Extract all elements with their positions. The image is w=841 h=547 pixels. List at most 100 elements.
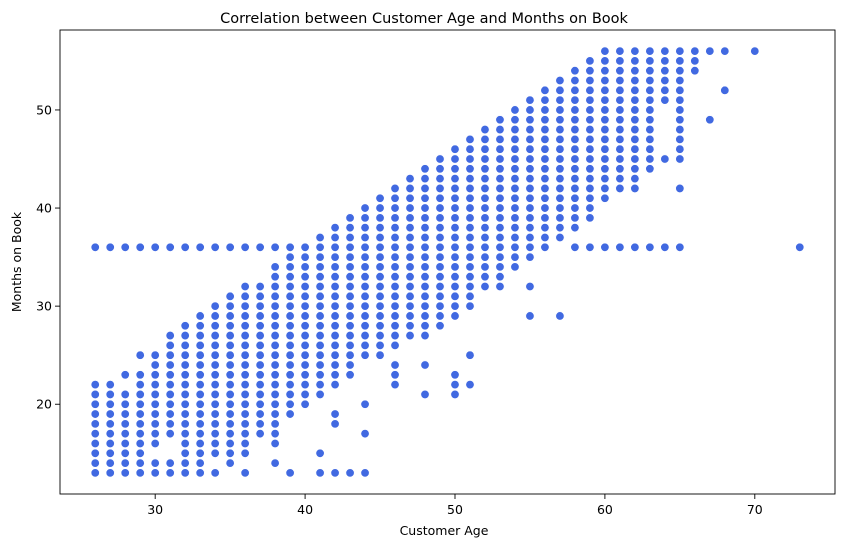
data-point — [270, 340, 280, 350]
data-point — [585, 115, 595, 125]
data-point — [600, 174, 610, 184]
data-point — [585, 76, 595, 86]
data-point — [195, 399, 205, 409]
data-point — [330, 370, 340, 380]
data-point — [585, 66, 595, 76]
data-point — [180, 468, 190, 478]
data-point — [435, 291, 445, 301]
data-point — [525, 252, 535, 262]
data-point — [330, 350, 340, 360]
data-point — [390, 242, 400, 252]
data-point — [255, 301, 265, 311]
data-point — [285, 242, 295, 252]
data-point — [210, 311, 220, 321]
data-point — [450, 370, 460, 380]
data-point — [90, 438, 100, 448]
data-point — [135, 458, 145, 468]
data-point — [330, 468, 340, 478]
data-point — [585, 174, 595, 184]
data-point — [420, 331, 430, 341]
data-point — [255, 331, 265, 341]
data-point — [555, 85, 565, 95]
data-point — [675, 154, 685, 164]
data-point — [480, 134, 490, 144]
data-point — [405, 203, 415, 213]
data-point — [345, 311, 355, 321]
data-point — [330, 360, 340, 370]
data-point — [420, 232, 430, 242]
data-point — [135, 350, 145, 360]
data-point — [615, 56, 625, 66]
data-point — [240, 389, 250, 399]
data-point — [210, 242, 220, 252]
data-point — [210, 380, 220, 390]
data-point — [570, 213, 580, 223]
data-point — [555, 232, 565, 242]
data-point — [465, 282, 475, 292]
data-point — [210, 301, 220, 311]
data-point — [465, 350, 475, 360]
data-point — [420, 174, 430, 184]
data-point — [375, 272, 385, 282]
data-point — [345, 370, 355, 380]
data-point — [450, 272, 460, 282]
data-point — [450, 174, 460, 184]
data-point — [420, 282, 430, 292]
data-point — [420, 164, 430, 174]
data-point — [480, 183, 490, 193]
data-point — [450, 301, 460, 311]
data-point — [600, 66, 610, 76]
data-point — [315, 350, 325, 360]
data-point — [195, 321, 205, 331]
data-point — [600, 56, 610, 66]
data-point — [600, 115, 610, 125]
data-point — [435, 164, 445, 174]
data-point — [690, 46, 700, 56]
data-point — [255, 311, 265, 321]
data-point — [285, 272, 295, 282]
data-point — [465, 262, 475, 272]
data-point — [315, 331, 325, 341]
data-point — [525, 193, 535, 203]
data-point — [645, 85, 655, 95]
data-point — [105, 399, 115, 409]
data-point — [570, 183, 580, 193]
data-point — [255, 409, 265, 419]
data-point — [405, 232, 415, 242]
data-point — [285, 399, 295, 409]
data-point — [210, 419, 220, 429]
data-point — [330, 223, 340, 233]
data-point — [270, 438, 280, 448]
data-point — [495, 282, 505, 292]
data-point — [345, 242, 355, 252]
data-point — [285, 468, 295, 478]
data-point — [360, 350, 370, 360]
points-layer — [90, 46, 805, 478]
data-point — [390, 203, 400, 213]
data-point — [510, 105, 520, 115]
data-point — [315, 301, 325, 311]
data-point — [360, 429, 370, 439]
data-point — [270, 331, 280, 341]
data-point — [180, 331, 190, 341]
data-point — [90, 399, 100, 409]
data-point — [645, 144, 655, 154]
data-point — [300, 370, 310, 380]
data-point — [450, 144, 460, 154]
data-point — [555, 174, 565, 184]
data-point — [90, 458, 100, 468]
data-point — [240, 350, 250, 360]
data-point — [570, 85, 580, 95]
data-point — [150, 429, 160, 439]
data-point — [270, 291, 280, 301]
data-point — [285, 409, 295, 419]
data-point — [615, 164, 625, 174]
x-axis-label: Customer Age — [400, 523, 489, 538]
data-point — [495, 125, 505, 135]
data-point — [165, 389, 175, 399]
data-point — [420, 242, 430, 252]
chart-title: Correlation between Customer Age and Mon… — [220, 11, 628, 27]
data-point — [675, 242, 685, 252]
data-point — [600, 105, 610, 115]
data-point — [465, 154, 475, 164]
